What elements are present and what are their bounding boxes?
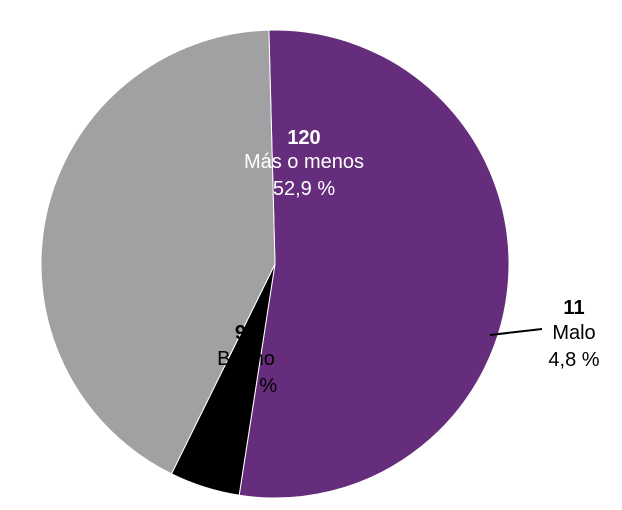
slice-name-mas-o-menos: Más o menos xyxy=(244,151,364,173)
slice-value-malo: 11 xyxy=(563,297,584,319)
slice-percent-bueno: 42,3 % xyxy=(215,375,277,397)
pie-slice-bueno xyxy=(40,29,276,475)
slice-label-mas-o-menos: 120 Más o menos 52,9 % xyxy=(244,127,364,200)
malo-leader-line xyxy=(489,328,543,336)
slice-value-bueno: 96 xyxy=(235,322,257,344)
slice-label-bueno: 96 Bueno 42,3 % xyxy=(215,322,277,397)
slice-name-bueno: Bueno xyxy=(217,348,275,370)
pie-slice-mas-o-menos xyxy=(238,29,510,499)
slice-value-mas-o-menos: 120 xyxy=(287,127,320,149)
pie-slices xyxy=(40,29,510,499)
slice-percent-malo: 4,8 % xyxy=(548,349,599,371)
slice-label-malo: 11 Malo 4,8 % xyxy=(548,297,599,371)
slice-percent-mas-o-menos: 52,9 % xyxy=(273,178,335,200)
slice-name-malo: Malo xyxy=(552,322,595,344)
